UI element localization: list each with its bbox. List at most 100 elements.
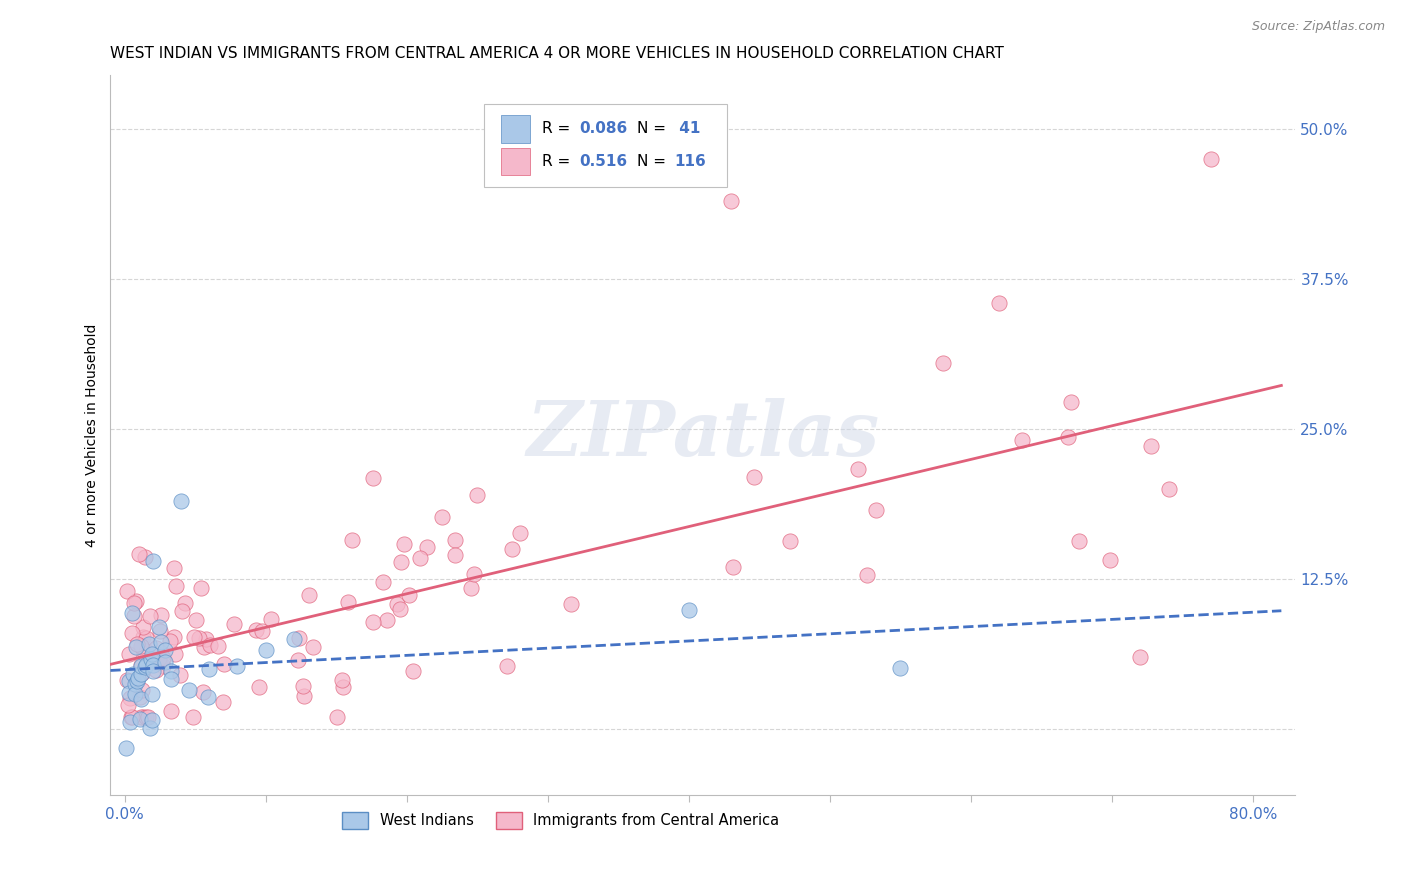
- Point: [139, 721, 162, 735]
- Point: [254, 642, 277, 657]
- Point: [142, 554, 165, 568]
- Point: [163, 630, 186, 644]
- Point: [336, 595, 359, 609]
- Point: [371, 574, 394, 589]
- Point: [443, 533, 465, 548]
- Point: [385, 598, 408, 612]
- Point: [129, 710, 152, 724]
- Point: [250, 624, 273, 639]
- Point: [122, 596, 145, 610]
- Point: [134, 549, 156, 564]
- Point: [135, 657, 157, 672]
- Point: [125, 674, 148, 689]
- Point: [163, 647, 186, 661]
- Point: [118, 686, 141, 700]
- Point: [124, 687, 146, 701]
- Point: [117, 698, 139, 713]
- Point: [125, 640, 148, 655]
- Point: [183, 630, 205, 644]
- Text: Source: ZipAtlas.com: Source: ZipAtlas.com: [1251, 20, 1385, 33]
- Point: [165, 579, 187, 593]
- Point: [129, 640, 152, 654]
- Point: [149, 624, 172, 638]
- Text: N =: N =: [637, 121, 671, 136]
- Point: [723, 559, 745, 574]
- Point: [291, 679, 314, 693]
- Point: [1129, 650, 1152, 665]
- Point: [889, 661, 911, 675]
- Point: [152, 659, 174, 673]
- Point: [388, 601, 411, 615]
- Point: [153, 643, 176, 657]
- Point: [160, 673, 183, 687]
- Point: [245, 624, 267, 638]
- Point: [501, 541, 523, 556]
- Point: [332, 680, 354, 694]
- Point: [143, 657, 166, 671]
- Point: [132, 620, 155, 634]
- Point: [1011, 434, 1033, 448]
- Point: [846, 462, 869, 476]
- Point: [332, 673, 354, 687]
- Point: [141, 647, 163, 661]
- Text: ZIPatlas: ZIPatlas: [526, 398, 880, 472]
- Point: [131, 692, 153, 706]
- Point: [163, 561, 186, 575]
- Point: [184, 613, 207, 627]
- Point: [1199, 152, 1222, 166]
- Point: [460, 581, 482, 595]
- Point: [326, 710, 349, 724]
- Point: [121, 710, 143, 724]
- Text: 116: 116: [675, 153, 706, 169]
- Point: [134, 660, 156, 674]
- Point: [145, 640, 167, 655]
- Point: [416, 540, 439, 554]
- Point: [129, 658, 152, 673]
- Point: [141, 657, 163, 672]
- FancyBboxPatch shape: [502, 147, 530, 175]
- Text: 0.516: 0.516: [579, 153, 628, 169]
- Point: [1098, 553, 1121, 567]
- Point: [132, 710, 155, 724]
- Point: [141, 687, 163, 701]
- Point: [188, 631, 211, 645]
- Point: [127, 671, 149, 685]
- Point: [260, 612, 283, 626]
- Point: [198, 638, 221, 652]
- Point: [117, 674, 139, 689]
- Point: [134, 647, 156, 661]
- Point: [174, 596, 197, 610]
- Point: [160, 664, 183, 678]
- Point: [148, 655, 170, 669]
- Point: [150, 607, 173, 622]
- Point: [120, 710, 142, 724]
- Point: [224, 617, 246, 632]
- Point: [363, 615, 385, 629]
- Point: [122, 667, 145, 681]
- Text: WEST INDIAN VS IMMIGRANTS FROM CENTRAL AMERICA 4 OR MORE VEHICLES IN HOUSEHOLD C: WEST INDIAN VS IMMIGRANTS FROM CENTRAL A…: [111, 46, 1004, 62]
- Point: [179, 683, 201, 698]
- Point: [152, 650, 174, 665]
- Point: [1140, 439, 1163, 453]
- Point: [141, 652, 163, 666]
- FancyBboxPatch shape: [502, 115, 530, 143]
- Point: [148, 620, 170, 634]
- Point: [129, 657, 152, 672]
- Point: [509, 525, 531, 540]
- Point: [287, 652, 309, 666]
- Point: [865, 503, 887, 517]
- Text: R =: R =: [541, 153, 575, 169]
- Point: [118, 714, 141, 729]
- Point: [247, 681, 270, 695]
- Point: [129, 712, 152, 726]
- Point: [131, 665, 153, 680]
- Point: [720, 194, 742, 208]
- Point: [197, 690, 219, 704]
- Point: [124, 677, 146, 691]
- Point: [148, 648, 170, 662]
- Point: [129, 667, 152, 681]
- Point: [148, 650, 170, 665]
- Point: [121, 626, 143, 640]
- Point: [128, 547, 150, 561]
- FancyBboxPatch shape: [484, 103, 727, 186]
